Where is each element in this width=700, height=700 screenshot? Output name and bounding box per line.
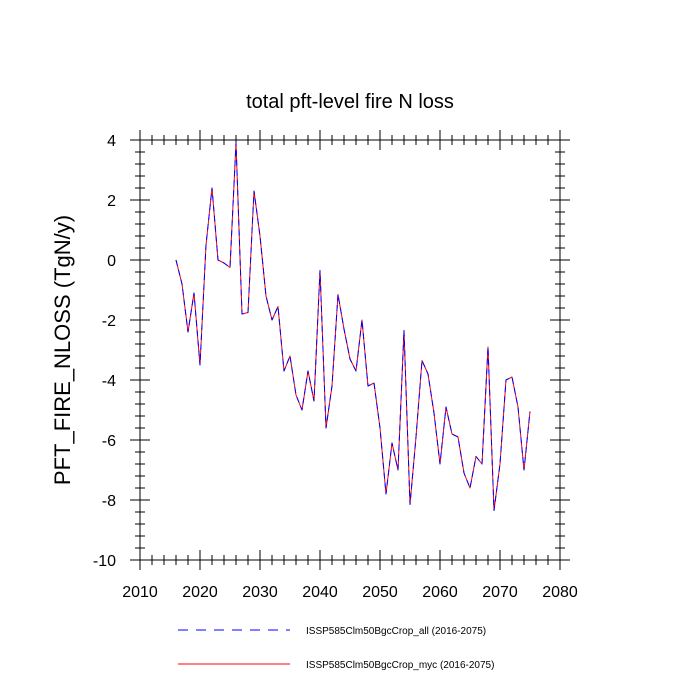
- x-tick-labels: 2010 2020 2030 2040 2050 2060 2070 2080: [122, 584, 578, 601]
- legend-label: ISSP585Clm50BgcCrop_myc (2016-2075): [306, 660, 494, 671]
- legend-label: ISSP585Clm50BgcCrop_all (2016-2075): [306, 626, 486, 637]
- plot-frame: [139, 139, 561, 561]
- y-tick-label: -10: [93, 553, 116, 570]
- x-tick-label: 2060: [422, 584, 458, 601]
- axis-ticks: [130, 130, 570, 570]
- y-tick-label: -2: [102, 313, 116, 330]
- y-tick-labels: 4 2 0 -2 -4 -6 -8 -10: [93, 133, 116, 570]
- chart-title: total pft-level fire N loss: [246, 91, 454, 113]
- series-line-1: [175, 142, 531, 511]
- x-tick-label: 2040: [302, 584, 338, 601]
- y-axis-label: PFT_FIRE_NLOSS (TgN/y): [50, 215, 75, 485]
- y-tick-label: 2: [107, 193, 116, 210]
- x-tick-label: 2070: [482, 584, 518, 601]
- y-tick-label: 4: [107, 133, 116, 150]
- legend: ISSP585Clm50BgcCrop_all (2016-2075) ISSP5…: [178, 626, 494, 671]
- y-tick-label: -6: [102, 433, 116, 450]
- x-tick-label: 2080: [542, 584, 578, 601]
- series-lines: [175, 142, 531, 511]
- x-tick-label: 2030: [242, 584, 278, 601]
- y-tick-label: -8: [102, 493, 116, 510]
- x-tick-label: 2020: [182, 584, 218, 601]
- x-tick-label: 2050: [362, 584, 398, 601]
- y-tick-label: -4: [102, 373, 116, 390]
- y-tick-label: 0: [107, 253, 116, 270]
- x-tick-label: 2010: [122, 584, 158, 601]
